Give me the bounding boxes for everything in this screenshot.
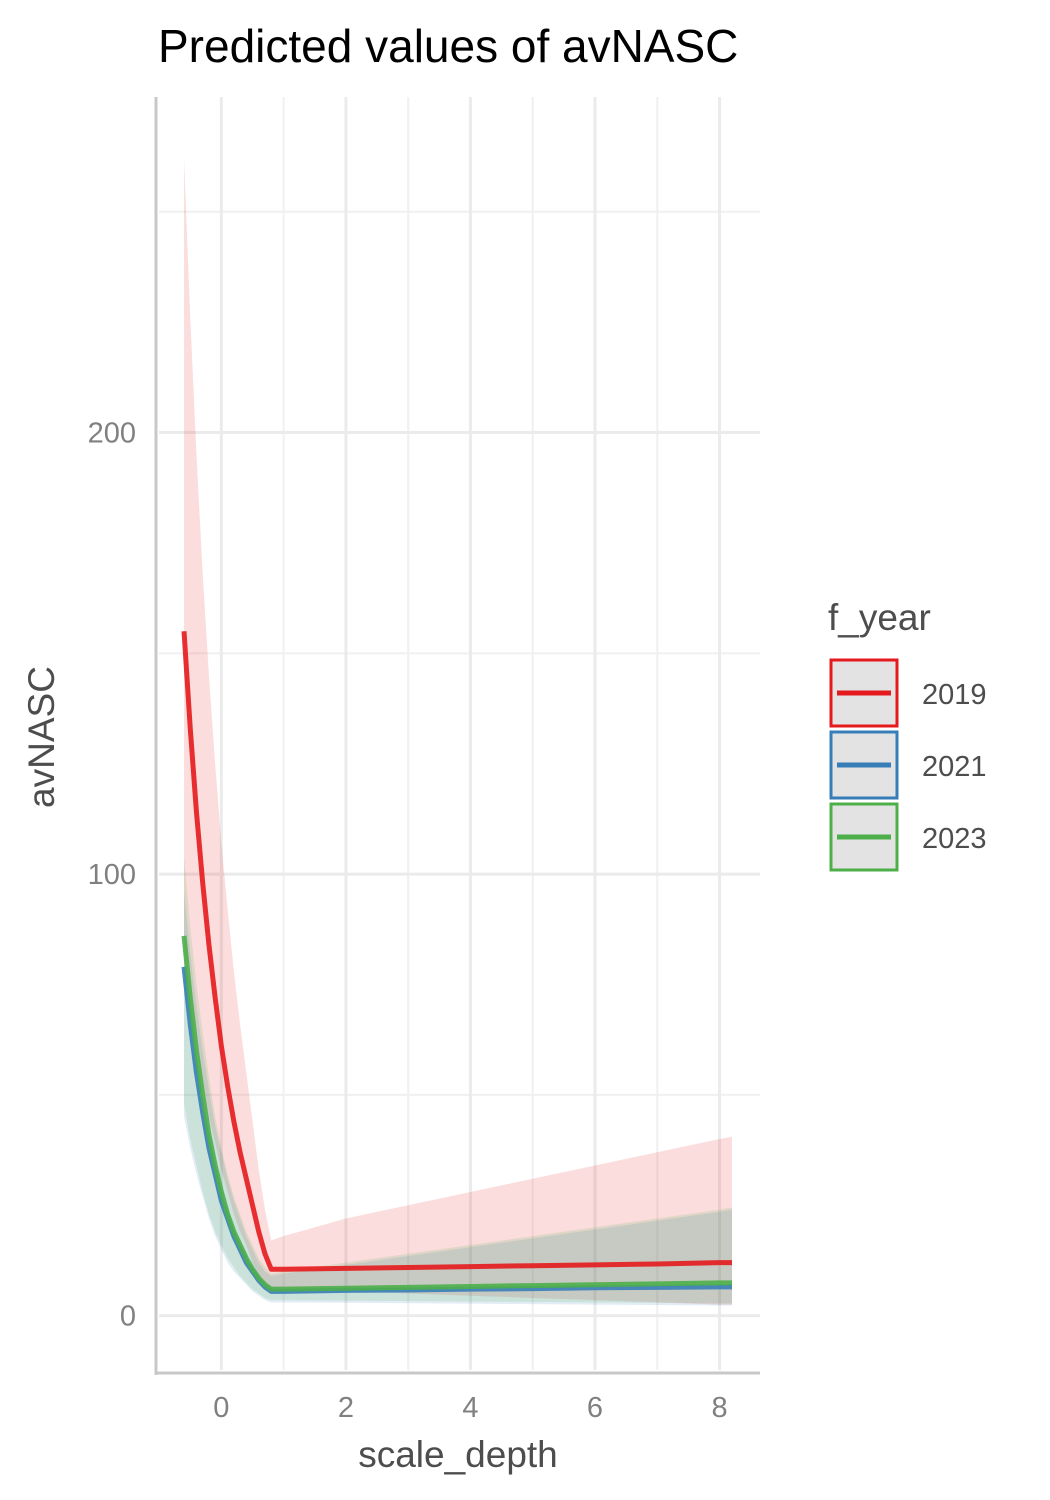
axes xyxy=(154,97,760,1375)
x-tick-label: 4 xyxy=(462,1392,478,1424)
legend-label-2019: 2019 xyxy=(922,679,987,711)
x-tick-label: 2 xyxy=(338,1392,354,1424)
x-axis-label: scale_depth xyxy=(358,1434,558,1475)
legend-label-2021: 2021 xyxy=(922,751,987,783)
legend-label-2023: 2023 xyxy=(922,823,987,855)
y-tick-label: 0 xyxy=(120,1301,136,1333)
legend-title: f_year xyxy=(828,597,931,638)
tick-labels: 0 2 4 6 8 0 100 200 xyxy=(88,418,728,1424)
legend: f_year 2019 2021 2023 xyxy=(828,597,987,872)
confidence-bands xyxy=(184,158,732,1306)
y-tick-label: 200 xyxy=(88,418,136,450)
confidence-band-2019 xyxy=(184,158,732,1305)
confidence-band-2023 xyxy=(184,856,732,1304)
x-tick-label: 6 xyxy=(587,1392,603,1424)
series-line-2023 xyxy=(181,935,732,1292)
series-lines xyxy=(181,631,732,1294)
x-tick-label: 8 xyxy=(711,1392,727,1424)
chart-title: Predicted values of avNASC xyxy=(158,20,738,72)
x-tick-label: 0 xyxy=(213,1392,229,1424)
grid xyxy=(159,97,760,1370)
y-tick-label: 100 xyxy=(88,859,136,891)
series-line-2019 xyxy=(181,631,732,1272)
y-axis-label: avNASC xyxy=(21,666,62,808)
